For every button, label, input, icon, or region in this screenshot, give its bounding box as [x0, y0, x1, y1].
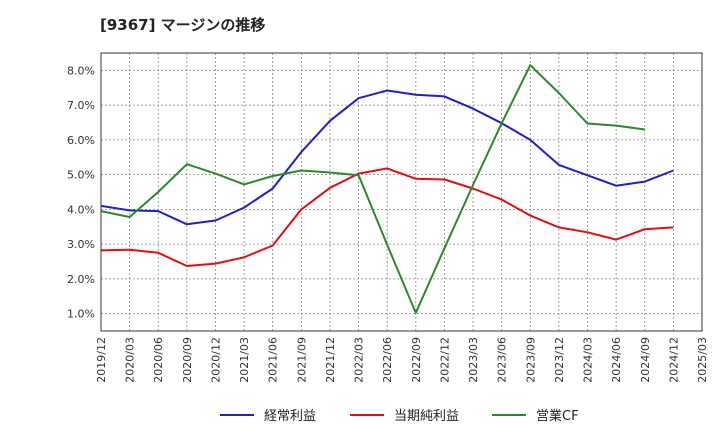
x-tick-label: 2020/09 [181, 337, 194, 383]
x-tick-label: 2023/12 [553, 337, 566, 383]
y-tick-label: 3.0% [67, 238, 95, 251]
y-tick-label: 2.0% [67, 273, 95, 286]
x-axis-ticks: 2019/12 2020/03 2020/06 2020/09 2020/12 2021/… [95, 337, 709, 383]
x-tick-label: 2021/06 [267, 337, 280, 383]
grid-lines [101, 53, 702, 331]
x-tick-label: 2020/12 [209, 337, 222, 383]
x-tick-label: 2023/03 [467, 337, 480, 383]
y-axis-ticks: 1.0% 2.0% 3.0% 4.0% 5.0% 6.0% 7.0% 8.0% [67, 64, 95, 320]
y-tick-label: 1.0% [67, 308, 95, 321]
x-tick-label: 2020/03 [124, 337, 137, 383]
x-tick-label: 2024/12 [667, 337, 680, 383]
series-line-2 [100, 64, 645, 314]
x-tick-label: 2025/03 [696, 337, 709, 383]
x-tick-label: 2022/09 [410, 337, 423, 383]
x-tick-label: 2022/03 [353, 337, 366, 383]
x-tick-label: 2023/06 [496, 337, 509, 383]
y-tick-label: 5.0% [67, 169, 95, 182]
x-tick-label: 2021/03 [238, 337, 251, 383]
x-tick-label: 2024/03 [582, 337, 595, 383]
x-tick-label: 2023/09 [524, 337, 537, 383]
chart-title: [9367] マージンの推移 [100, 16, 266, 34]
y-tick-label: 7.0% [67, 99, 95, 112]
x-tick-label: 2022/06 [381, 337, 394, 383]
x-tick-label: 2021/12 [324, 337, 337, 383]
legend-label-1: 当期純利益 [394, 409, 459, 424]
x-tick-label: 2024/06 [610, 337, 623, 383]
legend: 経常利益 当期純利益 営業CF [220, 408, 579, 424]
series-line-1 [100, 167, 674, 267]
legend-label-2: 営業CF [536, 408, 579, 424]
x-tick-label: 2021/09 [295, 337, 308, 383]
y-tick-label: 4.0% [67, 203, 95, 216]
plot-frame [100, 52, 703, 332]
x-tick-label: 2022/12 [438, 337, 451, 383]
series-lines [100, 64, 674, 314]
x-tick-label: 2019/12 [95, 337, 108, 383]
y-tick-label: 6.0% [67, 134, 95, 147]
x-tick-label: 2024/09 [639, 337, 652, 383]
series-line-0 [100, 89, 674, 226]
y-tick-label: 8.0% [67, 64, 95, 77]
legend-label-0: 経常利益 [264, 409, 316, 424]
x-tick-label: 2020/06 [152, 337, 165, 383]
